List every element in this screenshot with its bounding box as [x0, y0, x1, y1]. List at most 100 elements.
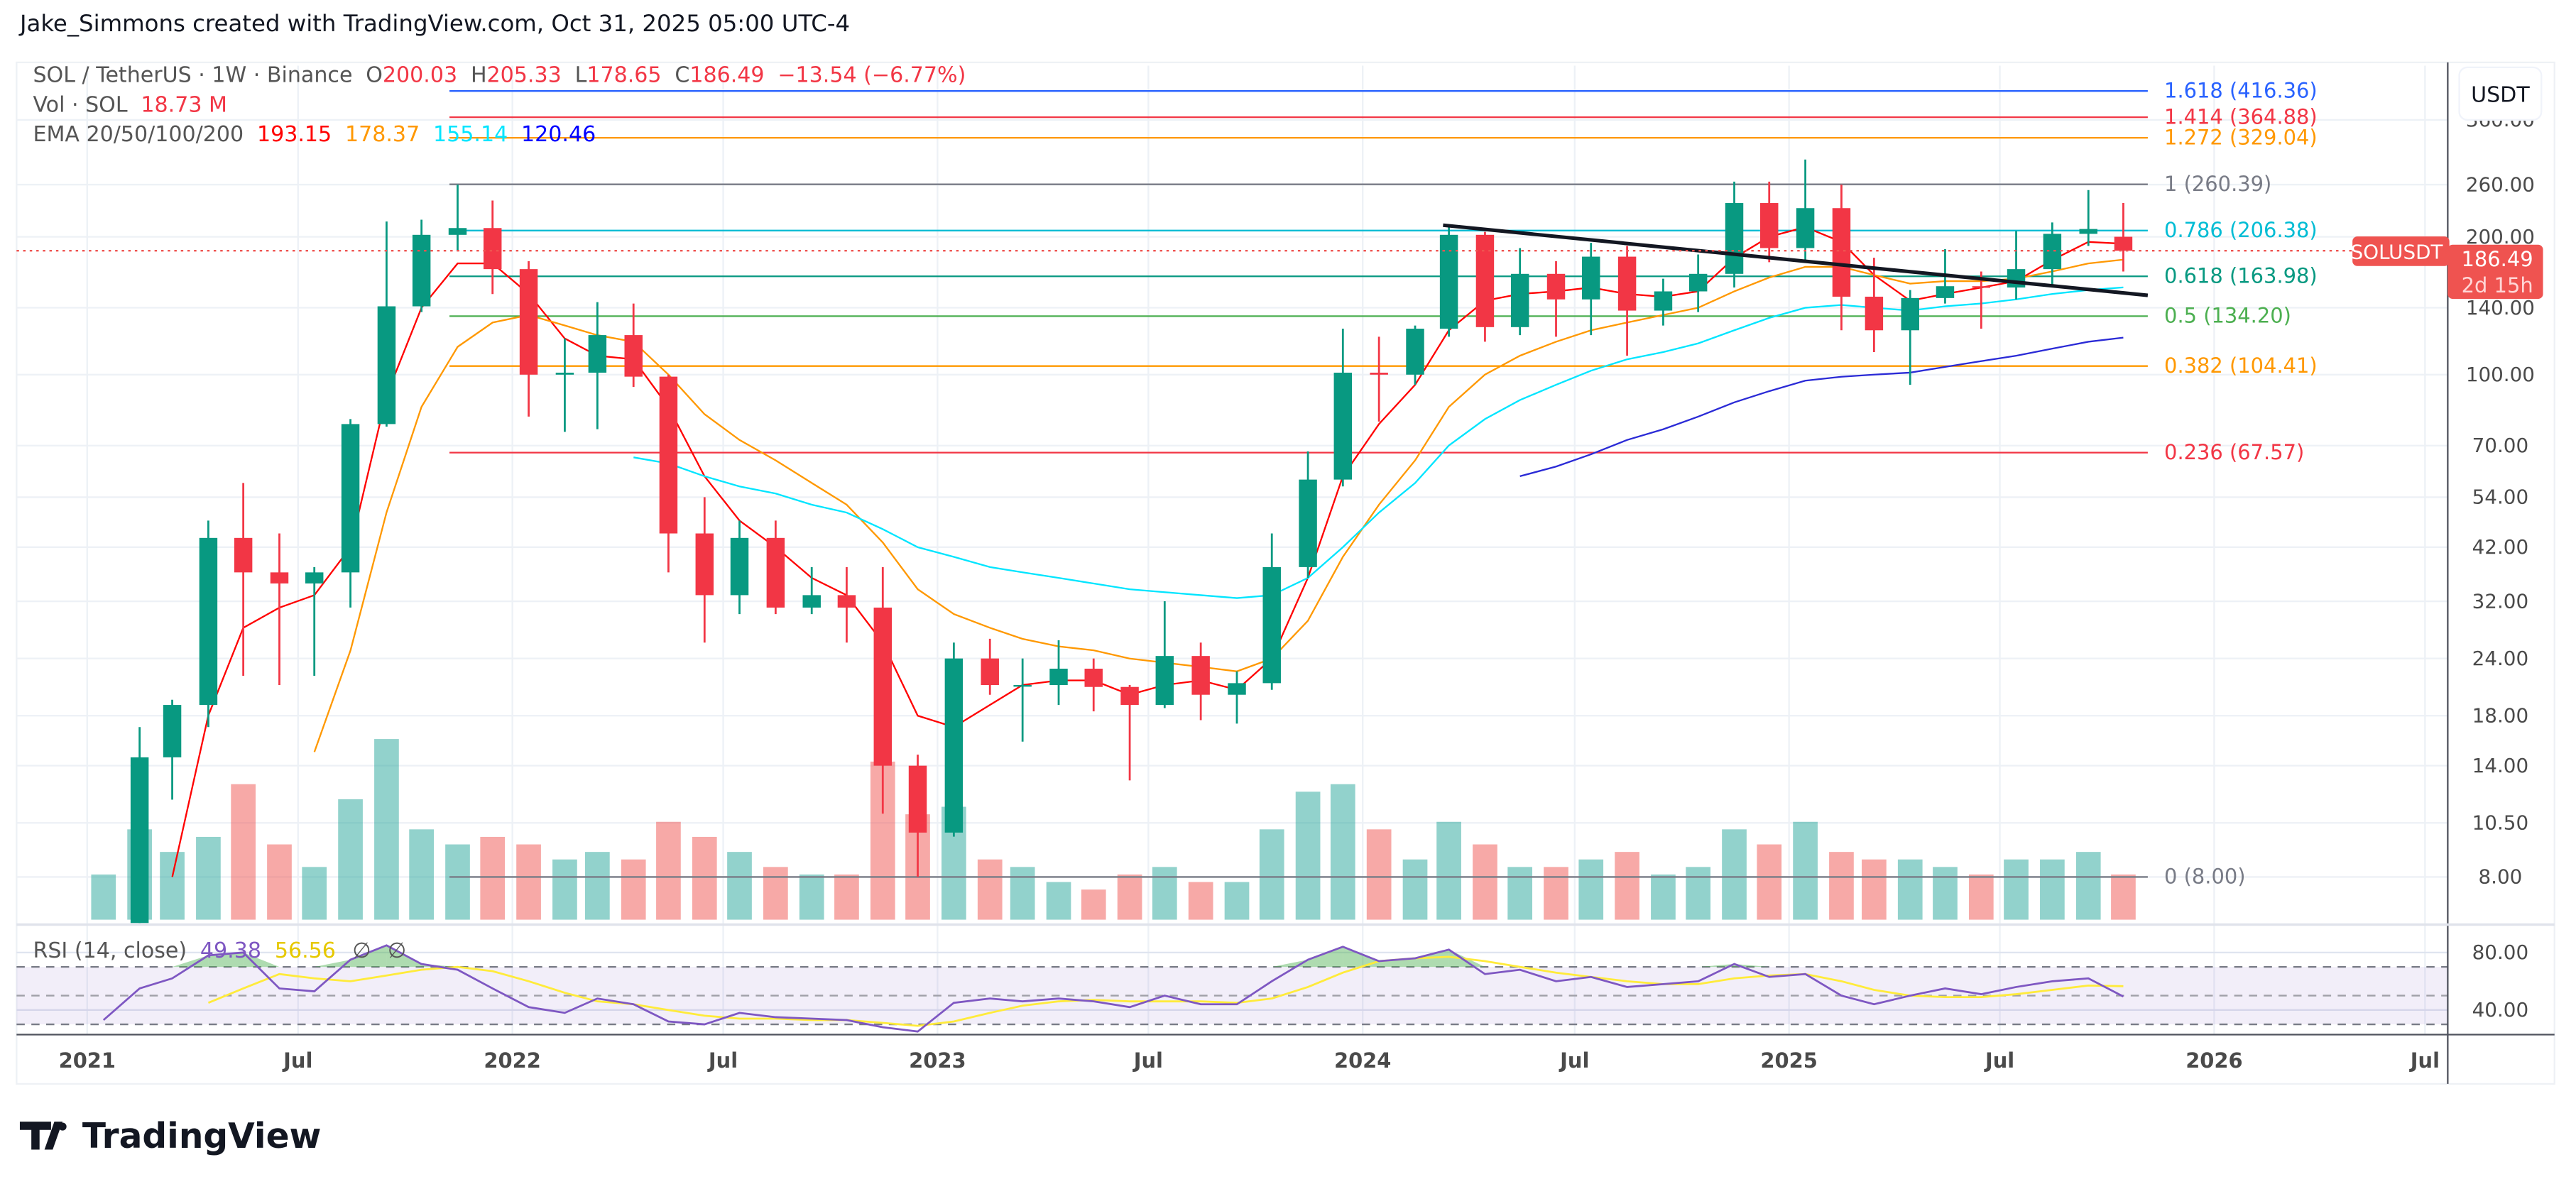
- candle-body: [695, 533, 714, 596]
- volume-bar: [302, 867, 327, 920]
- time-tick-label: Jul: [2409, 1048, 2440, 1073]
- high-value: 205.33: [487, 63, 562, 88]
- price-tick-label: 70.00: [2472, 434, 2528, 457]
- legend-ema: EMA 20/50/100/200 193.15 178.37 155.14 1…: [33, 122, 596, 147]
- candle-body: [981, 658, 999, 686]
- ema200-line: [1519, 336, 2124, 478]
- last-price-value: 186.49: [2462, 247, 2533, 271]
- volume-bar: [1081, 889, 1106, 920]
- price-tick-label: 18.00: [2472, 703, 2528, 727]
- candle-body: [1760, 203, 1779, 248]
- candle-body: [1228, 683, 1246, 695]
- candle-body: [1582, 256, 1600, 300]
- fib-level-label: 0.5 (134.20): [2164, 304, 2291, 328]
- price-tick-label: 32.00: [2472, 589, 2528, 613]
- candle-body: [1120, 686, 1139, 706]
- fib-level-label: 0.786 (206.38): [2164, 218, 2318, 242]
- candle-body: [1654, 291, 1673, 311]
- candle-body: [2079, 229, 2097, 234]
- rsi-overbought-fill: [350, 945, 387, 968]
- volume-bar: [834, 874, 859, 920]
- rsi-tick-label: 80.00: [2472, 941, 2528, 964]
- rsi-overbought-fill: [1308, 946, 1343, 968]
- candle-body: [1936, 286, 1955, 298]
- volume-bar: [516, 844, 541, 920]
- fibonacci-retracement[interactable]: 1.618 (416.36)1.414 (364.88)1.272 (329.0…: [449, 78, 2318, 889]
- candle-body: [1191, 656, 1210, 695]
- candle-body: [1972, 286, 1991, 288]
- volume-bar: [160, 852, 185, 920]
- fib-level-label: 0 (8.00): [2164, 865, 2246, 889]
- volume-bar: [267, 844, 292, 920]
- candle-body: [837, 595, 856, 608]
- candle-body: [1299, 479, 1317, 567]
- trendline[interactable]: [1443, 223, 2149, 297]
- fib-level-label: 1.618 (416.36): [2164, 78, 2318, 102]
- candle-body: [1155, 656, 1174, 706]
- volume-bar: [1046, 882, 1071, 920]
- volume-bar: [1615, 852, 1639, 920]
- time-tick-label: 2025: [1760, 1048, 1817, 1073]
- volume-bar: [1722, 829, 1747, 920]
- volume-bar: [1862, 859, 1887, 920]
- volume-bar: [1224, 882, 1250, 920]
- legend-ohlc: SOL / TetherUS · 1W · Binance O200.03 H2…: [33, 63, 966, 88]
- volume-bar: [1829, 852, 1854, 920]
- candle-body: [483, 228, 502, 270]
- volume-bar: [1402, 859, 1428, 920]
- price-tick-label: 42.00: [2472, 535, 2528, 559]
- currency-label: USDT: [2471, 82, 2530, 107]
- time-tick-label: Jul: [1559, 1048, 1589, 1073]
- symbol-label: SOL / TetherUS · 1W · Binance: [33, 63, 352, 88]
- candle-body: [1796, 208, 1815, 248]
- volume-bar: [656, 821, 681, 920]
- candle-body: [1370, 373, 1388, 375]
- currency-button[interactable]: [2458, 66, 2543, 121]
- time-axis[interactable]: 2021 Jul 2022 Jul 2023 Jul 2024 Jul 2025 Jul 2026 J…: [59, 1048, 2440, 1073]
- volume-bar: [1259, 829, 1284, 920]
- fib-level-label: 1 (260.39): [2164, 172, 2271, 196]
- volume-bar: [1544, 867, 1568, 920]
- candle-body: [873, 607, 893, 766]
- volume-bar: [1295, 791, 1321, 920]
- tradingview-logo-text: TradingView: [82, 1117, 322, 1156]
- time-tick-label: 2024: [1334, 1048, 1391, 1073]
- time-tick-label: 2026: [2185, 1048, 2242, 1073]
- volume-bar: [1330, 784, 1355, 920]
- fib-level-label: 0.618 (163.98): [2164, 263, 2318, 287]
- price-tick-label: 100.00: [2466, 363, 2535, 386]
- volume-bar: [231, 784, 256, 920]
- candle-body: [1617, 256, 1637, 311]
- volume-bar: [1897, 859, 1923, 920]
- candlesticks: [130, 159, 2133, 924]
- volume-bar: [799, 874, 824, 920]
- candle-body: [1333, 373, 1353, 480]
- ema20-value: 193.15: [257, 122, 332, 147]
- volume-bar: [1010, 867, 1035, 920]
- candle-body: [1049, 669, 1068, 686]
- volume-bar: [196, 836, 221, 920]
- candle-body: [519, 269, 538, 375]
- candle-body: [1688, 273, 1708, 292]
- rsi-overbought-fill: [208, 952, 244, 968]
- volume-bar: [1188, 882, 1213, 920]
- time-tick-label: Jul: [1984, 1048, 2014, 1073]
- change-value: −13.54 (−6.77%): [777, 63, 966, 88]
- legend-volume: Vol · SOL 18.73 M: [33, 92, 227, 117]
- volume-bar: [374, 739, 399, 920]
- candle-body: [624, 335, 643, 377]
- price-tick-label: 8.00: [2478, 865, 2522, 889]
- volume-bar: [2004, 859, 2029, 920]
- price-tick-label: 14.00: [2472, 754, 2528, 777]
- volume-bar: [727, 852, 752, 920]
- tradingview-logo: TradingView: [19, 1117, 322, 1156]
- candle-body: [1865, 296, 1884, 331]
- price-tick-label: 260.00: [2466, 172, 2535, 196]
- candle-body: [1084, 669, 1103, 687]
- rsi-tick-label: 40.00: [2472, 998, 2528, 1021]
- volume-bars: [91, 739, 2136, 920]
- volume-bar: [1578, 859, 1604, 920]
- candle-body: [1901, 297, 1919, 331]
- candle-body: [908, 765, 927, 833]
